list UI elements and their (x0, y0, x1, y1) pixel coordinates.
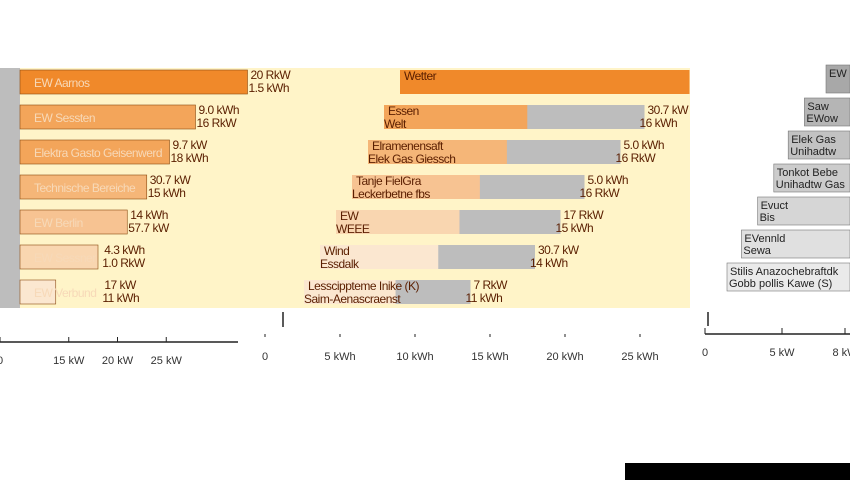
category-label: Tonkot Bebe (777, 167, 838, 179)
category-label: Unihadtw Gas (776, 179, 846, 191)
x-tick-label: 15 kWh (471, 351, 508, 363)
category-label: Elektra Gasto Geisenwerd (34, 146, 162, 160)
value-label: 7 RkW (474, 278, 509, 292)
bar-panel2 (320, 245, 439, 269)
category-label: Lesscippteme Inike (K) (308, 279, 420, 293)
category-label: EW Berlin (34, 216, 83, 230)
value-label: 20 RkW (251, 68, 292, 82)
bar-panel1 (19, 244, 99, 270)
category-label: Leckerbetne fbs (352, 187, 430, 201)
category-label: Unihadtw (790, 146, 836, 158)
value-label: 17 RkW (564, 208, 605, 222)
value-label: 30.7 kW (150, 173, 192, 187)
bar-panel1 (19, 69, 248, 95)
value-label: 57.7 kW (128, 221, 170, 235)
value-label: 9.0 kWh (199, 103, 240, 117)
bar-panel3 (804, 97, 850, 127)
category-label: Elek Gas (791, 134, 836, 146)
value-label: 15 kWh (148, 186, 186, 200)
category-label: Saw (807, 101, 828, 113)
bar-panel3 (787, 130, 850, 160)
bar-panel1 (19, 104, 196, 130)
category-label: Technische Bereiche (34, 181, 136, 195)
value-label: 14 kWh (130, 208, 168, 222)
bar-panel3 (825, 64, 850, 94)
x-tick-label: 0 (262, 351, 268, 363)
category-label: Saim-Aenascraenst (304, 292, 401, 306)
value-label: 30.7 kW (538, 243, 580, 257)
bar-panel2 (368, 140, 507, 164)
x-tick-label: 10 kWh (396, 351, 433, 363)
value-label: 9.7 kW (173, 138, 209, 152)
value-label: 11 kWh (102, 291, 139, 305)
x-tick-label: 25 kW (151, 355, 183, 367)
x-tick-label: 8 kW (832, 347, 850, 359)
category-label: Bis (760, 212, 776, 224)
category-label: EW Verbund (34, 286, 96, 300)
category-label: EW Aarnos (34, 76, 90, 90)
value-label: 11 kWh (466, 291, 503, 305)
category-label: EW Sessner (34, 251, 96, 265)
category-label: Wind (324, 244, 349, 258)
bar-panel2 (400, 70, 690, 94)
category-label: Wetter (404, 69, 437, 83)
category-label: EW (829, 68, 847, 80)
category-label: Elek Gas Giessch (368, 152, 455, 166)
category-label: EVennld (744, 233, 785, 245)
bar-panel2 (384, 105, 528, 129)
value-label: 16 RkW (197, 116, 238, 130)
value-label: 4.3 kWh (104, 243, 145, 257)
bar-panel3 (773, 163, 850, 193)
value-label: 5.0 kWh (624, 138, 665, 152)
x-tick-label: 15 kW (53, 355, 85, 367)
value-label: 30.7 kW (648, 103, 690, 117)
value-label: 1.0 RkW (102, 256, 146, 270)
x-tick-label: 20 kWh (546, 351, 583, 363)
category-label: EW Sessten (34, 111, 95, 125)
category-label: Evuct (761, 200, 789, 212)
value-label: 14 kWh (530, 256, 568, 270)
left-gray-band (0, 68, 20, 308)
bar-panel1 (19, 139, 170, 165)
x-tick-label: 0 (702, 347, 708, 359)
category-label: Welt (384, 117, 407, 131)
category-label: EW (340, 209, 360, 223)
bar-panel2 (304, 280, 396, 304)
x-tick-label: 5 kW (769, 347, 795, 359)
x-tick-label: 0 (0, 355, 3, 367)
bar-panel2 (336, 210, 460, 234)
bar-panel1 (19, 279, 57, 305)
x-tick-label: 25 kWh (621, 351, 658, 363)
category-label: EWow (806, 113, 838, 125)
category-label: Sewa (743, 245, 771, 257)
x-tick-label: 20 kW (102, 355, 134, 367)
bar-panel2 (352, 175, 480, 199)
value-label: 5.0 kWh (588, 173, 629, 187)
category-label: Elramenensaft (372, 139, 444, 153)
value-label: 1.5 kWh (249, 81, 290, 95)
category-label: Gobb pollis Kawe (S) (729, 278, 832, 290)
category-label: Stilis Anazochebraftdk (730, 266, 839, 278)
value-label: 17 kW (104, 278, 137, 292)
black-bar (625, 463, 850, 480)
bar-panel1 (19, 209, 128, 235)
category-label: WEEE (336, 222, 370, 236)
value-label: 15 kWh (556, 221, 594, 235)
category-label: Essen (388, 104, 419, 118)
value-label: 16 kWh (640, 116, 678, 130)
bar-panel1 (19, 174, 148, 200)
bar-panel3 (726, 262, 850, 292)
category-label: Tanje FielGra (356, 174, 422, 188)
value-label: 16 RkW (580, 186, 621, 200)
value-label: 18 kWh (171, 151, 209, 165)
category-label: Essdalk (320, 257, 360, 271)
x-tick-label: 5 kWh (324, 351, 355, 363)
value-label: 16 RkW (616, 151, 657, 165)
bar-panel3 (741, 229, 850, 259)
